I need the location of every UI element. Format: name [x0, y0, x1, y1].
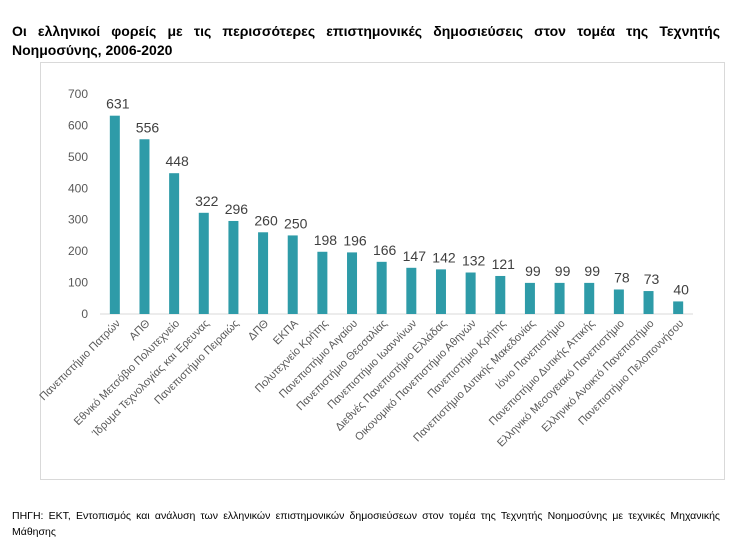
bar	[317, 251, 328, 314]
y-tick-label: 0	[81, 307, 88, 321]
x-tick-label: ΑΠΘ	[127, 317, 153, 343]
data-label: 40	[673, 281, 689, 297]
data-label: 250	[284, 215, 308, 231]
bar	[554, 282, 565, 314]
bar	[495, 275, 506, 314]
data-label: 121	[492, 256, 516, 272]
bar	[139, 139, 150, 314]
y-tick-label: 200	[68, 244, 88, 258]
bar	[584, 282, 595, 314]
data-label: 147	[403, 248, 427, 264]
data-label: 260	[254, 212, 278, 228]
data-label: 296	[225, 201, 249, 217]
x-tick-label: ΔΠΘ	[246, 317, 272, 343]
data-label: 322	[195, 193, 219, 209]
bar	[198, 212, 209, 314]
data-label: 196	[343, 232, 367, 248]
bar	[228, 220, 239, 314]
bar	[435, 269, 446, 314]
bar	[287, 235, 298, 314]
bar	[524, 282, 535, 314]
chart-frame	[40, 62, 725, 480]
bar	[673, 301, 684, 314]
data-label: 73	[644, 271, 660, 287]
bar	[258, 232, 269, 314]
chart-title: Οι ελληνικοί φορείς με τις περισσότερες …	[12, 23, 720, 58]
data-label: 99	[584, 263, 600, 279]
bar	[643, 291, 654, 314]
data-label: 166	[373, 242, 397, 258]
bar	[406, 267, 417, 314]
y-tick-label: 500	[68, 150, 88, 164]
data-label: 448	[165, 153, 189, 169]
bar	[465, 272, 476, 314]
data-label: 78	[614, 269, 630, 285]
y-tick-label: 300	[68, 213, 88, 227]
y-tick-label: 600	[68, 118, 88, 132]
bar	[347, 252, 358, 314]
source-note: ΠΗΓΗ: ΕΚΤ, Εντοπισμός και ανάλυση των ελ…	[12, 510, 720, 538]
y-tick-label: 700	[68, 87, 88, 101]
data-label: 99	[525, 263, 541, 279]
bar	[613, 289, 624, 314]
data-label: 631	[106, 96, 130, 112]
data-label: 198	[314, 232, 338, 248]
y-tick-label: 100	[68, 276, 88, 290]
bar	[376, 261, 387, 314]
y-tick-label: 400	[68, 181, 88, 195]
data-label: 142	[432, 249, 456, 265]
bar	[169, 173, 180, 314]
data-label: 556	[136, 119, 160, 135]
data-label: 99	[555, 263, 571, 279]
bar	[109, 115, 120, 314]
data-label: 132	[462, 253, 486, 269]
